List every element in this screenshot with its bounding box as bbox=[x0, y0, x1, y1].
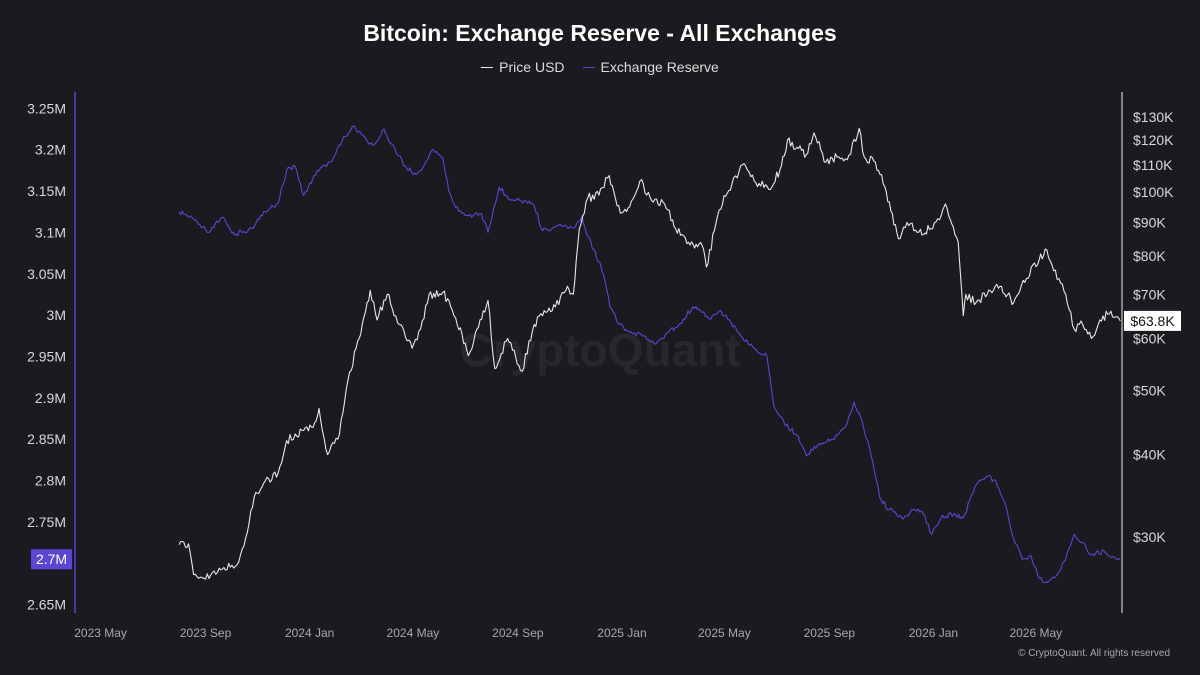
series-line-exchange-reserve bbox=[178, 125, 1121, 584]
x-tick-label: 2025 May bbox=[698, 626, 751, 640]
left-current-label: 2.7M bbox=[36, 551, 67, 567]
left-tick-label: 2.8M bbox=[35, 473, 66, 489]
left-tick-label: 2.85M bbox=[27, 431, 66, 447]
right-tick-label: $80K bbox=[1133, 248, 1166, 264]
left-tick-label: 2.9M bbox=[35, 390, 66, 406]
x-tick-label: 2026 May bbox=[1009, 626, 1062, 640]
x-tick-label: 2025 Jan bbox=[597, 626, 646, 640]
legend: Price USD Exchange Reserve bbox=[0, 59, 1200, 75]
x-tick-label: 2024 May bbox=[387, 626, 440, 640]
x-tick-label: 2023 May bbox=[74, 626, 127, 640]
left-tick-label: 3.15M bbox=[27, 183, 66, 199]
x-tick-label: 2023 Sep bbox=[180, 626, 232, 640]
left-tick-label: 3.1M bbox=[35, 224, 66, 240]
right-tick-label: $100K bbox=[1133, 184, 1174, 200]
right-tick-label: $70K bbox=[1133, 286, 1166, 302]
left-tick-label: 3M bbox=[47, 307, 66, 323]
x-tick-label: 2024 Sep bbox=[492, 626, 544, 640]
right-tick-label: $40K bbox=[1133, 447, 1166, 463]
right-tick-label: $130K bbox=[1133, 109, 1174, 125]
legend-item-reserve[interactable]: Exchange Reserve bbox=[582, 59, 719, 75]
x-tick-label: 2024 Jan bbox=[285, 626, 334, 640]
left-current-badge bbox=[31, 549, 72, 570]
right-tick-label: $110K bbox=[1133, 157, 1173, 173]
legend-swatch-price bbox=[481, 66, 494, 68]
right-tick-label: $50K bbox=[1133, 383, 1166, 399]
right-tick-label: $60K bbox=[1133, 330, 1166, 346]
chart-title: Bitcoin: Exchange Reserve - All Exchange… bbox=[363, 20, 837, 46]
legend-label-price: Price USD bbox=[499, 59, 565, 75]
x-tick-label: 2026 Jan bbox=[909, 626, 958, 640]
left-tick-label: 3.25M bbox=[27, 100, 66, 116]
legend-label-reserve: Exchange Reserve bbox=[600, 59, 719, 75]
right-tick-label: $90K bbox=[1133, 214, 1166, 230]
left-tick-label: 3.2M bbox=[35, 142, 66, 158]
right-current-label: $63.8K bbox=[1130, 313, 1175, 329]
right-current-badge bbox=[1124, 310, 1181, 331]
left-tick-label: 2.95M bbox=[27, 349, 66, 365]
left-tick-label: 2.65M bbox=[27, 597, 66, 613]
watermark-text: CryptoQuant bbox=[459, 324, 740, 376]
x-tick-label: 2025 Sep bbox=[804, 626, 856, 640]
legend-swatch-reserve bbox=[582, 66, 595, 68]
series-line-price-usd bbox=[178, 127, 1121, 580]
copyright-text: © CryptoQuant. All rights reserved bbox=[1018, 648, 1170, 659]
left-tick-label: 2.75M bbox=[27, 514, 66, 530]
legend-item-price[interactable]: Price USD bbox=[481, 59, 565, 75]
left-tick-label: 3.05M bbox=[27, 266, 66, 282]
right-tick-label: $30K bbox=[1133, 529, 1166, 545]
right-tick-label: $120K bbox=[1133, 132, 1174, 148]
